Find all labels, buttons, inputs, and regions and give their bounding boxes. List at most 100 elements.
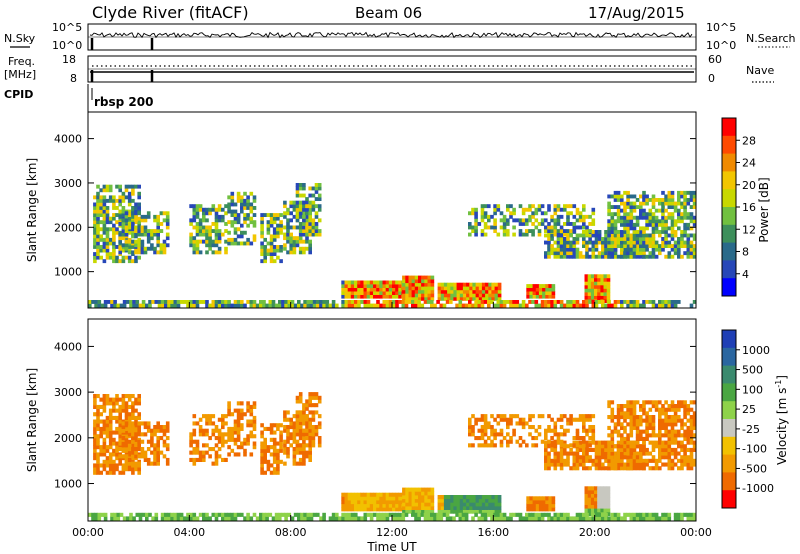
heatmap-cell <box>537 204 542 209</box>
heatmap-cell <box>317 183 322 187</box>
heatmap-cell <box>540 516 545 521</box>
heatmap-cell <box>314 183 319 187</box>
heatmap-cell <box>680 400 684 405</box>
heatmap-cell <box>550 233 554 238</box>
heatmap-cell <box>279 423 283 428</box>
heatmap-cell <box>357 303 361 308</box>
heatmap-cell <box>553 458 558 463</box>
heatmap-cell <box>689 219 694 224</box>
heatmap-cell <box>559 443 564 448</box>
heatmap-cell <box>153 232 157 237</box>
heatmap-cell <box>692 411 697 416</box>
heatmap-cell <box>559 207 564 212</box>
heatmap-cell <box>118 423 122 428</box>
heatmap-cell <box>578 303 583 308</box>
heatmap-cell <box>642 429 646 434</box>
heatmap-cell <box>211 461 216 466</box>
heatmap-cell <box>276 470 280 475</box>
heatmap-cell <box>189 300 193 304</box>
heatmap-cell <box>382 280 387 285</box>
heatmap-cell <box>131 198 135 203</box>
heatmap-cell <box>202 218 206 223</box>
heatmap-cell <box>594 497 598 502</box>
heatmap-cell <box>385 507 390 512</box>
heatmap-cell <box>131 425 135 430</box>
heatmap-cell <box>597 489 601 494</box>
heatmap-cell <box>629 219 634 224</box>
heatmap-cell <box>566 417 570 422</box>
heatmap-cell <box>341 496 345 501</box>
heatmap-cell <box>224 204 228 209</box>
heatmap-cell <box>202 300 206 304</box>
heatmap-cell <box>205 432 209 437</box>
heatmap-cell <box>667 451 672 456</box>
heatmap-cell <box>151 300 155 304</box>
heatmap-cell <box>272 437 277 442</box>
heatmap-cell <box>651 240 656 245</box>
heatmap-cell <box>683 436 687 441</box>
heatmap-cell <box>156 436 160 441</box>
heatmap-cell <box>424 296 428 301</box>
heatmap-cell <box>376 516 380 521</box>
heatmap-cell <box>453 289 457 294</box>
heatmap-cell <box>276 248 280 253</box>
heatmap-cell <box>613 247 618 252</box>
heatmap-cell <box>308 425 312 430</box>
heatmap-cell <box>534 300 539 304</box>
heatmap-cell <box>594 451 599 456</box>
heatmap-cell <box>673 447 678 452</box>
heatmap-cell <box>269 223 274 228</box>
heatmap-cell <box>515 300 520 304</box>
heatmap-cell <box>661 215 665 220</box>
heatmap-cell <box>538 294 543 299</box>
heatmap-cell <box>648 451 653 456</box>
heatmap-cell <box>289 200 293 205</box>
heatmap-cell <box>127 184 132 189</box>
heatmap-cell <box>407 300 412 304</box>
heatmap-cell <box>382 507 387 512</box>
heatmap-cell <box>673 247 678 252</box>
heatmap-cell <box>658 400 662 405</box>
heatmap-cell <box>654 516 659 521</box>
heatmap-cell <box>478 502 483 507</box>
heatmap-cell <box>124 426 129 431</box>
heatmap-cell <box>405 505 409 510</box>
heatmap-cell <box>414 279 419 284</box>
heatmap-cell <box>572 237 577 241</box>
heatmap-cell <box>134 214 138 219</box>
heatmap-cell <box>569 222 573 226</box>
heatmap-cell <box>670 440 675 445</box>
heatmap-cell <box>556 240 561 245</box>
heatmap-cell <box>569 229 573 233</box>
heatmap-cell <box>305 232 309 237</box>
heatmap-cell <box>677 451 681 456</box>
heatmap-cell <box>93 230 97 235</box>
heatmap-cell <box>165 428 170 433</box>
heatmap-cell <box>667 404 672 409</box>
heatmap-cell <box>528 300 532 304</box>
heatmap-cell <box>667 303 672 308</box>
heatmap-cell <box>118 447 122 452</box>
heatmap-cell <box>427 502 432 507</box>
heatmap-cell <box>600 284 604 289</box>
heatmap-cell <box>626 451 630 456</box>
heatmap-cell <box>281 303 285 308</box>
heatmap-cell <box>317 436 322 441</box>
heatmap-cell <box>620 425 624 430</box>
heatmap-cell <box>626 447 630 452</box>
heatmap-cell <box>115 441 119 446</box>
heatmap-cell <box>224 457 228 462</box>
heatmap-cell <box>556 229 561 233</box>
heatmap-cell <box>363 287 368 292</box>
heatmap-cell <box>610 418 615 423</box>
heatmap-cell <box>689 254 694 259</box>
heatmap-cell <box>308 222 312 226</box>
heatmap-cell <box>645 411 649 416</box>
heatmap-cell <box>211 229 216 233</box>
heatmap-cell <box>96 412 100 417</box>
heatmap-cell <box>302 193 306 198</box>
heatmap-cell <box>563 229 567 233</box>
heatmap-cell <box>96 191 100 196</box>
heatmap-cell <box>289 236 293 241</box>
heatmap-cell <box>240 426 244 431</box>
